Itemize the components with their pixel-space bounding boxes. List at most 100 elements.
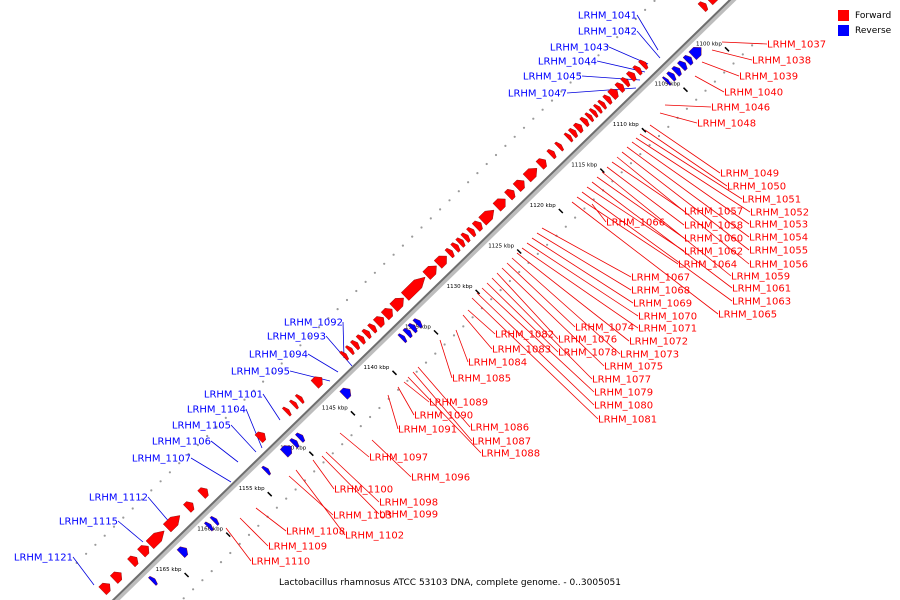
forward-gene-arrow (471, 220, 483, 232)
position-dot (462, 325, 465, 328)
reverse-gene-arrow (203, 521, 214, 532)
forward-gene-arrow (197, 487, 209, 499)
reverse-gene-arrow (289, 438, 300, 449)
gene-label: LRHM_1091 (398, 425, 457, 436)
leader-line (245, 408, 263, 449)
leader-line (321, 455, 380, 515)
reverse-gene-arrow (261, 465, 272, 476)
gene-label: LRHM_1082 (495, 330, 554, 341)
forward-gene-arrow (433, 255, 447, 269)
gene-label: LRHM_1083 (492, 345, 551, 356)
leader-line (262, 393, 281, 421)
position-dot (513, 135, 516, 138)
leader-line (659, 112, 698, 124)
position-dot (550, 99, 554, 102)
position-dot (159, 480, 162, 483)
leader-line (462, 314, 493, 350)
gene-label: LRHM_1095 (231, 367, 290, 378)
leader-line (636, 14, 659, 51)
position-dot (695, 98, 698, 101)
position-dot (201, 579, 204, 582)
leader-line (455, 329, 469, 363)
forward-gene-arrow (572, 122, 584, 134)
gene-label: LRHM_1107 (132, 454, 191, 465)
position-dot (667, 125, 670, 128)
leader-line (531, 237, 634, 304)
leader-line (307, 353, 339, 373)
kbp-tick-label: 1140 kbp (364, 365, 390, 371)
leader-line (694, 75, 725, 93)
forward-gene-arrow (567, 127, 579, 139)
position-dot (271, 371, 274, 374)
leader-line (536, 232, 632, 291)
gene-label: LRHM_1073 (620, 350, 679, 361)
gene-label: LRHM_1037 (767, 40, 826, 51)
gene-label: LRHM_1078 (558, 348, 617, 359)
position-dot (536, 252, 539, 255)
position-dot (85, 552, 88, 555)
gene-label: LRHM_1056 (749, 260, 808, 271)
label-leader-lines (72, 14, 768, 586)
leader-line (325, 335, 353, 367)
position-dot (713, 80, 717, 83)
position-dot (546, 243, 549, 246)
leader-line (586, 186, 685, 252)
forward-gene-arrow (455, 237, 466, 248)
kbp-tick-label: 1150 kbp (280, 446, 306, 452)
leader-line (371, 439, 412, 478)
gene-label: LRHM_1109 (268, 542, 327, 553)
gene-label: LRHM_1092 (284, 318, 343, 329)
gene-label: LRHM_1067 (631, 273, 690, 284)
leader-line (581, 75, 641, 81)
position-dot (723, 71, 726, 74)
position-dot (597, 54, 600, 57)
position-dot (341, 443, 344, 446)
forward-gene-arrow (597, 99, 608, 110)
reverse-gene-arrow (688, 47, 702, 61)
leader-line (516, 252, 630, 342)
position-dot (606, 45, 610, 48)
gene-label: LRHM_1043 (550, 43, 609, 54)
position-dot (206, 434, 209, 438)
gene-label: LRHM_1048 (697, 119, 756, 130)
forward-gene-arrow (380, 308, 393, 321)
reverse-gene-arrow (397, 333, 408, 344)
kbp-tick-mark (225, 532, 231, 538)
reverse-gene-arrow (661, 76, 672, 86)
kbp-tick-label: 1145 kbp (322, 405, 348, 411)
gene-label: LRHM_1088 (481, 449, 540, 460)
position-dot (373, 271, 376, 274)
gene-label: LRHM_1047 (508, 89, 567, 100)
leader-line (591, 203, 607, 223)
reverse-gene-arrow (176, 546, 189, 558)
position-dot (350, 434, 353, 437)
forward-gene-arrow (697, 1, 709, 13)
gene-label: LRHM_1065 (718, 310, 777, 321)
forward-gene-arrow (339, 350, 350, 361)
position-dot (467, 181, 470, 184)
kbp-tick-mark (558, 208, 564, 214)
position-dot (494, 153, 498, 157)
position-dot (178, 462, 181, 465)
position-dot (508, 279, 511, 283)
position-dot (168, 471, 171, 474)
position-dot (741, 53, 744, 56)
position-dot (685, 107, 689, 110)
leader-line (397, 386, 415, 416)
leader-line (72, 556, 95, 586)
leader-line (639, 133, 743, 200)
forward-gene-arrow (254, 431, 267, 444)
position-dot (434, 352, 437, 355)
gene-label: LRHM_1045 (523, 72, 582, 83)
position-dot (364, 280, 367, 283)
position-dot (327, 317, 330, 320)
leader-line (439, 339, 453, 379)
gene-label: LRHM_1069 (633, 299, 692, 310)
leader-line (635, 137, 751, 213)
leader-line (596, 176, 685, 239)
legend-forward: Forward (838, 8, 891, 23)
forward-gene-arrow (361, 328, 372, 340)
gene-label: LRHM_1049 (720, 169, 779, 180)
leader-line (471, 297, 599, 420)
